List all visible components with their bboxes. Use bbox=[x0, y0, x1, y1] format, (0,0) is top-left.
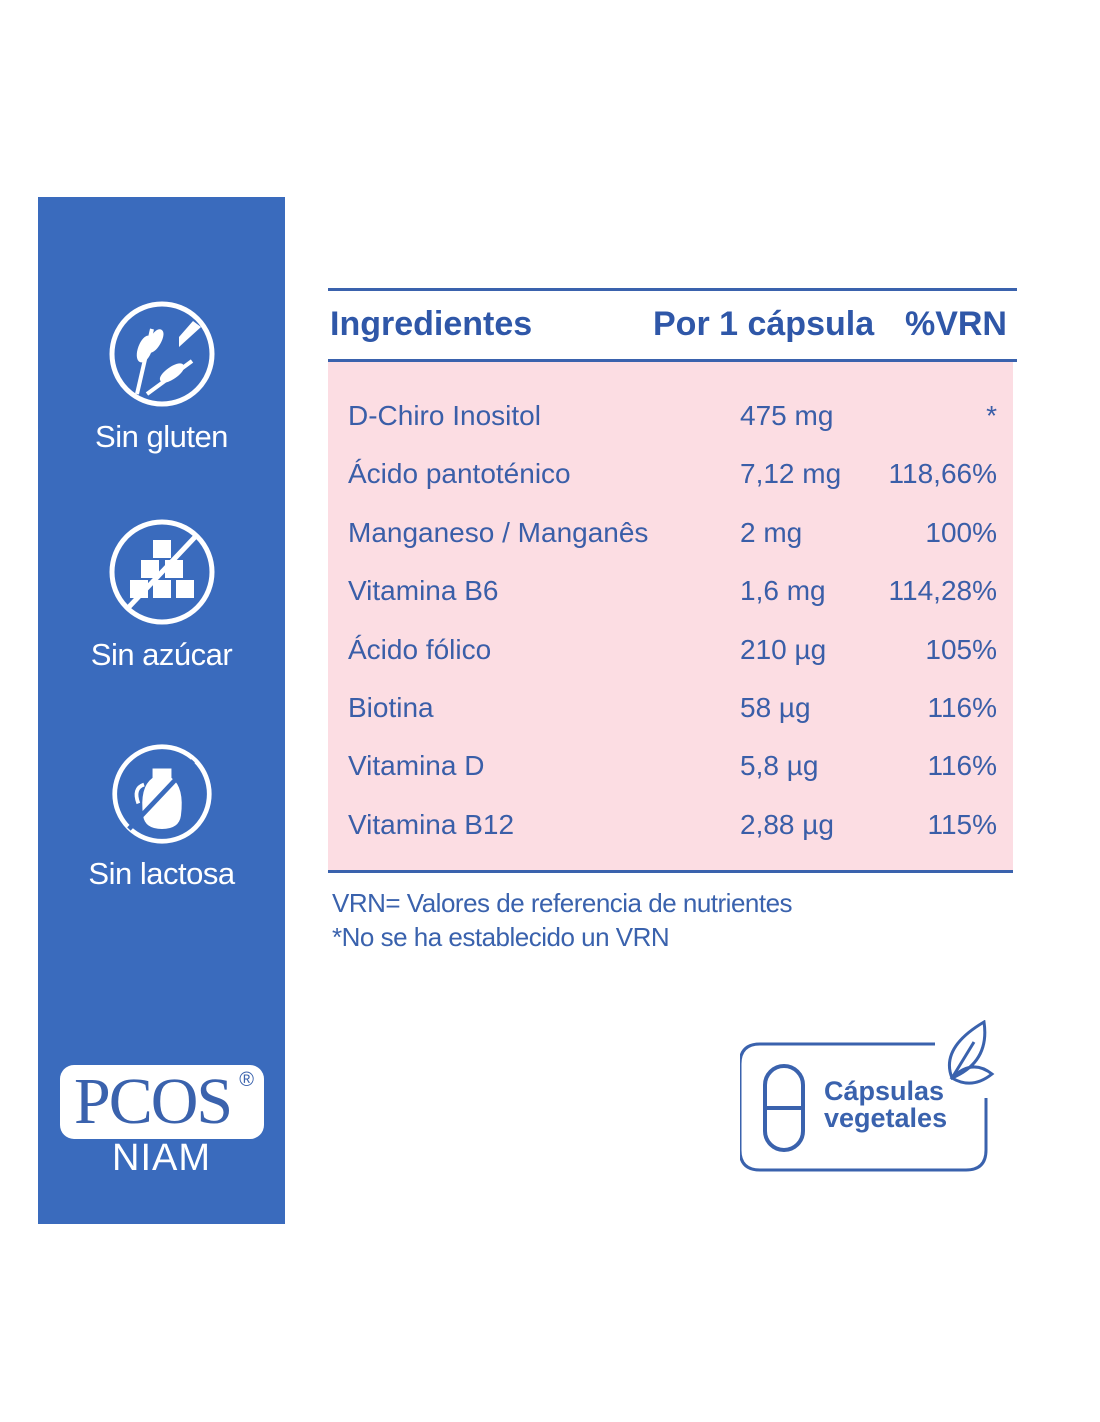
badge-text: Cápsulas vegetales bbox=[824, 1078, 947, 1132]
vegetable-capsules-badge: Cápsulas vegetales bbox=[740, 1020, 1000, 1180]
amount: 475 mg bbox=[740, 400, 834, 431]
table-row: D-Chiro Inositol 475 mg * bbox=[328, 400, 1013, 440]
amount: 1,6 mg bbox=[740, 575, 826, 607]
table-row: Vitamina D 5,8 µg 116% bbox=[328, 750, 1013, 790]
table-row: Vitamina B6 1,6 mg 114,28% bbox=[328, 575, 1013, 615]
amount: 2 mg bbox=[740, 516, 803, 548]
brand-subtitle: NIAM bbox=[112, 1137, 211, 1179]
amount: 58 µg bbox=[740, 692, 811, 723]
header-vrn: %VRN bbox=[904, 305, 1007, 343]
table-row: Ácido fólico 210 µg 105% bbox=[328, 634, 1013, 674]
ingredient-name: Vitamina D bbox=[348, 750, 485, 782]
no-gluten-icon bbox=[109, 301, 214, 407]
ingredient-name: D-Chiro Inositol bbox=[348, 400, 541, 431]
vrn-percent: 105% bbox=[925, 633, 997, 665]
ingredient-name: Vitamina B12 bbox=[348, 808, 515, 840]
table-row: Vitamina B12 2,88 µg 115% bbox=[328, 809, 1013, 849]
amount: 2,88 µg bbox=[740, 808, 834, 840]
badge-gluten-free: Sin gluten bbox=[38, 299, 285, 455]
logo-text: PCOS bbox=[74, 1065, 233, 1138]
vrn-percent: 115% bbox=[927, 808, 997, 840]
nutrition-table: Ingredientes Por 1 cápsula %VRN D-Chiro … bbox=[328, 288, 1017, 873]
ingredient-name: Ácido pantoténico bbox=[348, 458, 571, 490]
footnote: *No se ha establecido un VRN bbox=[332, 922, 670, 952]
header-per-capsule: Por 1 cápsula bbox=[653, 305, 875, 343]
registered-mark: ® bbox=[239, 1069, 254, 1091]
footnotes: VRN= Valores de referencia de nutrientes… bbox=[332, 886, 793, 954]
header-ingredients: Ingredientes bbox=[330, 305, 533, 343]
no-lactose-icon bbox=[111, 744, 212, 844]
amount: 210 µg bbox=[740, 633, 827, 665]
capsule-leaf-icon bbox=[740, 1020, 995, 1172]
vrn-percent: 116% bbox=[927, 692, 997, 723]
badge-line2: vegetales bbox=[824, 1103, 948, 1133]
vrn-percent: * bbox=[986, 400, 997, 431]
vrn-percent: 100% bbox=[925, 516, 997, 548]
ingredient-name: Ácido fólico bbox=[348, 633, 492, 665]
sidebar: Sin gluten Sin azúcar Sin lactosa PCOS bbox=[38, 197, 285, 1224]
vrn-percent: 114,28% bbox=[888, 575, 997, 607]
table-row: Biotina 58 µg 116% bbox=[328, 692, 1013, 732]
amount: 7,12 mg bbox=[740, 458, 842, 490]
brand-logo: PCOS ® bbox=[60, 1065, 264, 1139]
no-sugar-icon bbox=[109, 519, 214, 625]
vrn-percent: 118,66% bbox=[888, 458, 997, 490]
badge-label: Sin gluten bbox=[95, 419, 228, 454]
footnote: VRN= Valores de referencia de nutrientes bbox=[332, 888, 793, 918]
table-row: Manganeso / Manganês 2 mg 100% bbox=[328, 517, 1013, 557]
badge-line1: Cápsulas bbox=[824, 1076, 945, 1106]
badge-sugar-free: Sin azúcar bbox=[38, 517, 285, 673]
badge-label: Sin lactosa bbox=[88, 856, 235, 891]
table-row: Ácido pantoténico 7,12 mg 118,66% bbox=[328, 458, 1013, 498]
vrn-percent: 116% bbox=[927, 750, 997, 782]
ingredient-name: Manganeso / Manganês bbox=[348, 516, 649, 548]
ingredient-name: Vitamina B6 bbox=[348, 575, 499, 607]
table-header: Ingredientes Por 1 cápsula %VRN bbox=[328, 288, 1017, 362]
table-body: D-Chiro Inositol 475 mg * Ácido pantoténico… bbox=[328, 362, 1013, 873]
amount: 5,8 µg bbox=[740, 750, 819, 782]
ingredient-name: Biotina bbox=[348, 692, 434, 723]
badge-lactose-free: Sin lactosa bbox=[38, 742, 285, 892]
badge-label: Sin azúcar bbox=[90, 637, 233, 672]
